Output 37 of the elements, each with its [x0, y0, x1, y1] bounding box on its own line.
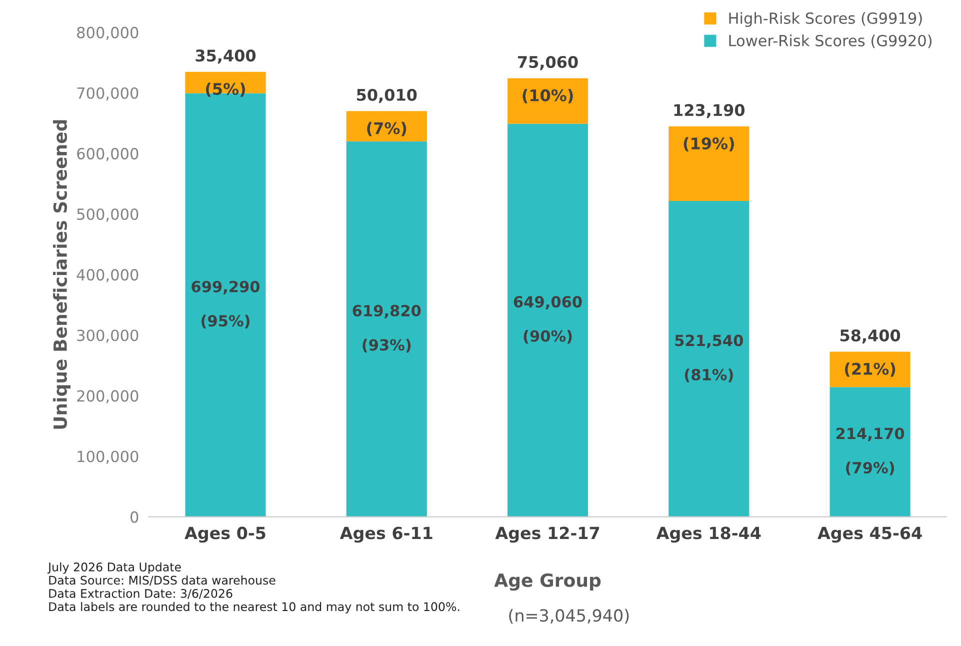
y-tick-label: 600,000	[77, 148, 138, 162]
text: 619,820 (93%)	[352, 304, 421, 352]
text: July 2026 Data Update Data Source: MIS/DSS data warehouse Data Extraction Date: 3/6/2026 Data labels are rounded to the nearest 10 and may not sum to 100%.	[47, 562, 460, 614]
bar	[507, 124, 588, 517]
y-tick-label: 200,000	[77, 390, 138, 404]
bar	[507, 78, 588, 124]
legend-label: High-Risk Scores (G9919)	[729, 12, 922, 27]
data-label: 50,010 (7%)	[357, 88, 417, 136]
bar	[830, 352, 910, 388]
x-tick-label: Ages 12-17	[495, 526, 600, 543]
y-axis-title: Unique Beneficiaries Screened	[53, 120, 70, 429]
bar	[830, 387, 910, 517]
x-tick-label: Ages 6-11	[340, 526, 432, 543]
text: 699,290 (95%)	[192, 280, 260, 328]
y-tick-label: 700,000	[77, 87, 138, 100]
text: 649,060 (90%)	[514, 296, 582, 344]
data-label: 58,400 (21%)	[840, 329, 900, 377]
bar	[668, 200, 750, 517]
y-tick-label: 100,000	[78, 450, 138, 464]
text: 521,540 (81%)	[675, 334, 743, 382]
text: 214,170 (79%)	[836, 428, 904, 476]
data-label: 123,190 (19%)	[674, 104, 745, 152]
y-tick-label: 400,000	[76, 269, 138, 282]
x-tick-label: Ages 18-44	[656, 526, 761, 543]
text: (n=3,045,940)	[509, 608, 629, 624]
y-tick-label: 300,000	[77, 330, 138, 343]
x-axis-title: Age Group	[494, 573, 601, 591]
y-tick-label: 0	[130, 511, 138, 523]
x-tick-label: Ages 0-5	[184, 526, 266, 543]
data-label: 75,060 (10%)	[518, 56, 578, 104]
y-tick-label: 800,000	[77, 26, 138, 40]
bar	[346, 141, 427, 517]
x-tick-label: Ages 45-64	[818, 526, 922, 543]
bar	[668, 126, 750, 201]
bar	[346, 111, 427, 142]
legend-label: Lower-Risk Scores (G9920)	[729, 34, 932, 48]
y-tick-label: 500,000	[77, 208, 138, 222]
